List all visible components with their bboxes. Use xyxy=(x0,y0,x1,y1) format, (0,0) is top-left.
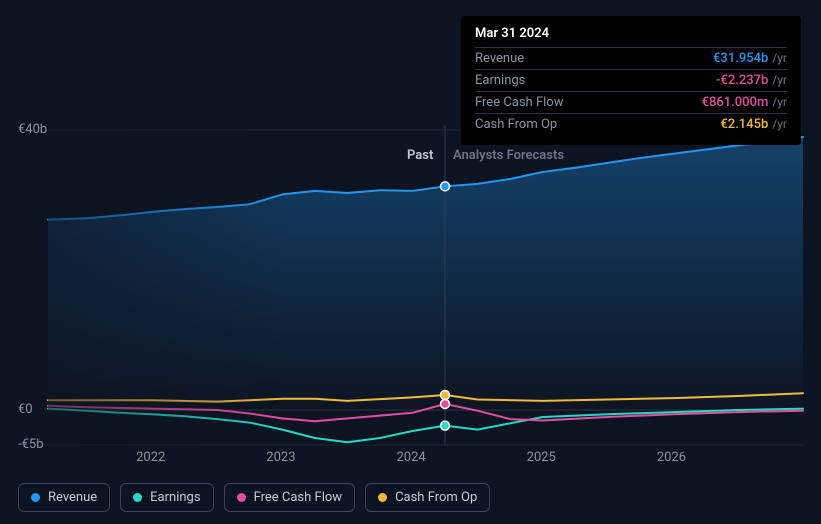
tooltip-row-unit: /yr xyxy=(772,95,787,109)
legend-dot-icon xyxy=(237,493,246,502)
tooltip-row-unit: /yr xyxy=(772,117,787,131)
legend-item-label: Revenue xyxy=(48,490,97,505)
marker-earnings xyxy=(441,421,450,430)
section-label-past: Past xyxy=(407,148,433,163)
hover-tooltip: Mar 31 2024 Revenue €31.954b/yr Earnings -€… xyxy=(461,16,801,145)
legend-dot-icon xyxy=(133,493,142,502)
y-axis-tick: €0 xyxy=(18,402,33,417)
marker-revenue xyxy=(441,182,450,191)
y-axis-tick: -€5b xyxy=(18,437,44,452)
legend-item-label: Free Cash Flow xyxy=(254,490,342,505)
tooltip-row: Cash From Op €2.145b/yr xyxy=(475,113,787,135)
x-axis-tick: 2024 xyxy=(396,450,425,465)
tooltip-row-value: €861.000m xyxy=(702,95,769,110)
marker-cash_from_op xyxy=(441,390,450,399)
legend-dot-icon xyxy=(31,493,40,502)
tooltip-row-value: €2.145b xyxy=(720,117,768,132)
financial-chart: €40b €0 -€5b 2022 2023 2024 2025 2026 Past Ana… xyxy=(0,0,821,524)
tooltip-row-label: Cash From Op xyxy=(475,117,557,132)
tooltip-row-label: Earnings xyxy=(475,73,525,88)
legend-item-label: Cash From Op xyxy=(395,490,477,505)
tooltip-row-unit: /yr xyxy=(772,73,787,87)
tooltip-row-value: -€2.237b xyxy=(716,73,768,88)
tooltip-row: Revenue €31.954b/yr xyxy=(475,47,787,69)
legend-item-earnings[interactable]: Earnings xyxy=(120,483,213,512)
legend-item-cash-from-op[interactable]: Cash From Op xyxy=(365,483,490,512)
tooltip-row: Earnings -€2.237b/yr xyxy=(475,69,787,91)
legend-dot-icon xyxy=(378,493,387,502)
legend-item-revenue[interactable]: Revenue xyxy=(18,483,110,512)
legend-item-free-cash-flow[interactable]: Free Cash Flow xyxy=(224,483,355,512)
tooltip-row-label: Revenue xyxy=(475,51,524,66)
legend: Revenue Earnings Free Cash Flow Cash From O… xyxy=(18,483,490,512)
x-axis-tick: 2026 xyxy=(657,450,686,465)
tooltip-row-label: Free Cash Flow xyxy=(475,95,563,110)
y-axis-tick: €40b xyxy=(18,122,47,137)
section-label-future: Analysts Forecasts xyxy=(453,148,564,163)
tooltip-row-value: €31.954b xyxy=(713,51,768,66)
marker-fcf xyxy=(441,399,450,408)
tooltip-date: Mar 31 2024 xyxy=(475,26,787,41)
tooltip-row: Free Cash Flow €861.000m/yr xyxy=(475,91,787,113)
x-axis-tick: 2025 xyxy=(527,450,556,465)
x-axis-tick: 2023 xyxy=(266,450,295,465)
legend-item-label: Earnings xyxy=(150,490,200,505)
x-axis-tick: 2022 xyxy=(136,450,165,465)
tooltip-row-unit: /yr xyxy=(772,51,787,65)
